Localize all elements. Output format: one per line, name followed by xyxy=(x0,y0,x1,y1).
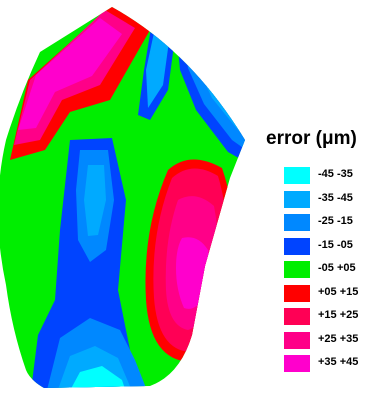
legend-label: -25 -15 xyxy=(318,215,353,227)
legend-item: +05 +15 xyxy=(284,284,368,309)
legend-swatch xyxy=(284,308,310,325)
zone-upper-left-magenta xyxy=(18,18,122,130)
legend-label: -45 -35 xyxy=(318,168,353,180)
zone-right-magenta xyxy=(176,237,210,309)
zone-bottom-left-cyan xyxy=(66,366,128,388)
legend-swatch xyxy=(284,214,310,231)
legend-item: -45 -35 xyxy=(284,167,368,191)
legend-item: +25 +35 xyxy=(284,331,368,356)
legend-item: +15 +25 xyxy=(284,308,368,332)
zone-left-column-lightblue xyxy=(84,165,106,236)
legend-label: -15 -05 xyxy=(318,238,353,251)
zone-top-center-lightblue xyxy=(146,28,170,108)
legend-label: +05 +15 xyxy=(318,285,359,298)
legend-label: -05 +05 xyxy=(318,262,356,274)
legend-swatch xyxy=(284,190,310,208)
legend-swatch xyxy=(284,355,310,372)
legend-swatch xyxy=(284,284,310,302)
legend-label: -35 -45 xyxy=(318,191,353,204)
legend-title: error (μm) xyxy=(266,128,357,149)
legend-item: -15 -05 xyxy=(284,237,368,262)
legend-label: +25 +35 xyxy=(318,332,359,345)
legend-swatch xyxy=(284,167,310,184)
legend-item: -25 -15 xyxy=(284,214,368,238)
legend-item: +35 +45 xyxy=(284,355,368,379)
legend-swatch xyxy=(284,261,310,278)
legend-swatch xyxy=(284,237,310,255)
legend-swatch xyxy=(284,331,310,349)
legend: -45 -35 -35 -45 -25 -15 -15 -05 -05 +05 … xyxy=(284,167,368,379)
legend-item: -35 -45 xyxy=(284,190,368,215)
legend-label: +15 +25 xyxy=(318,309,359,321)
legend-item: -05 +05 xyxy=(284,261,368,285)
legend-label: +35 +45 xyxy=(318,356,359,368)
